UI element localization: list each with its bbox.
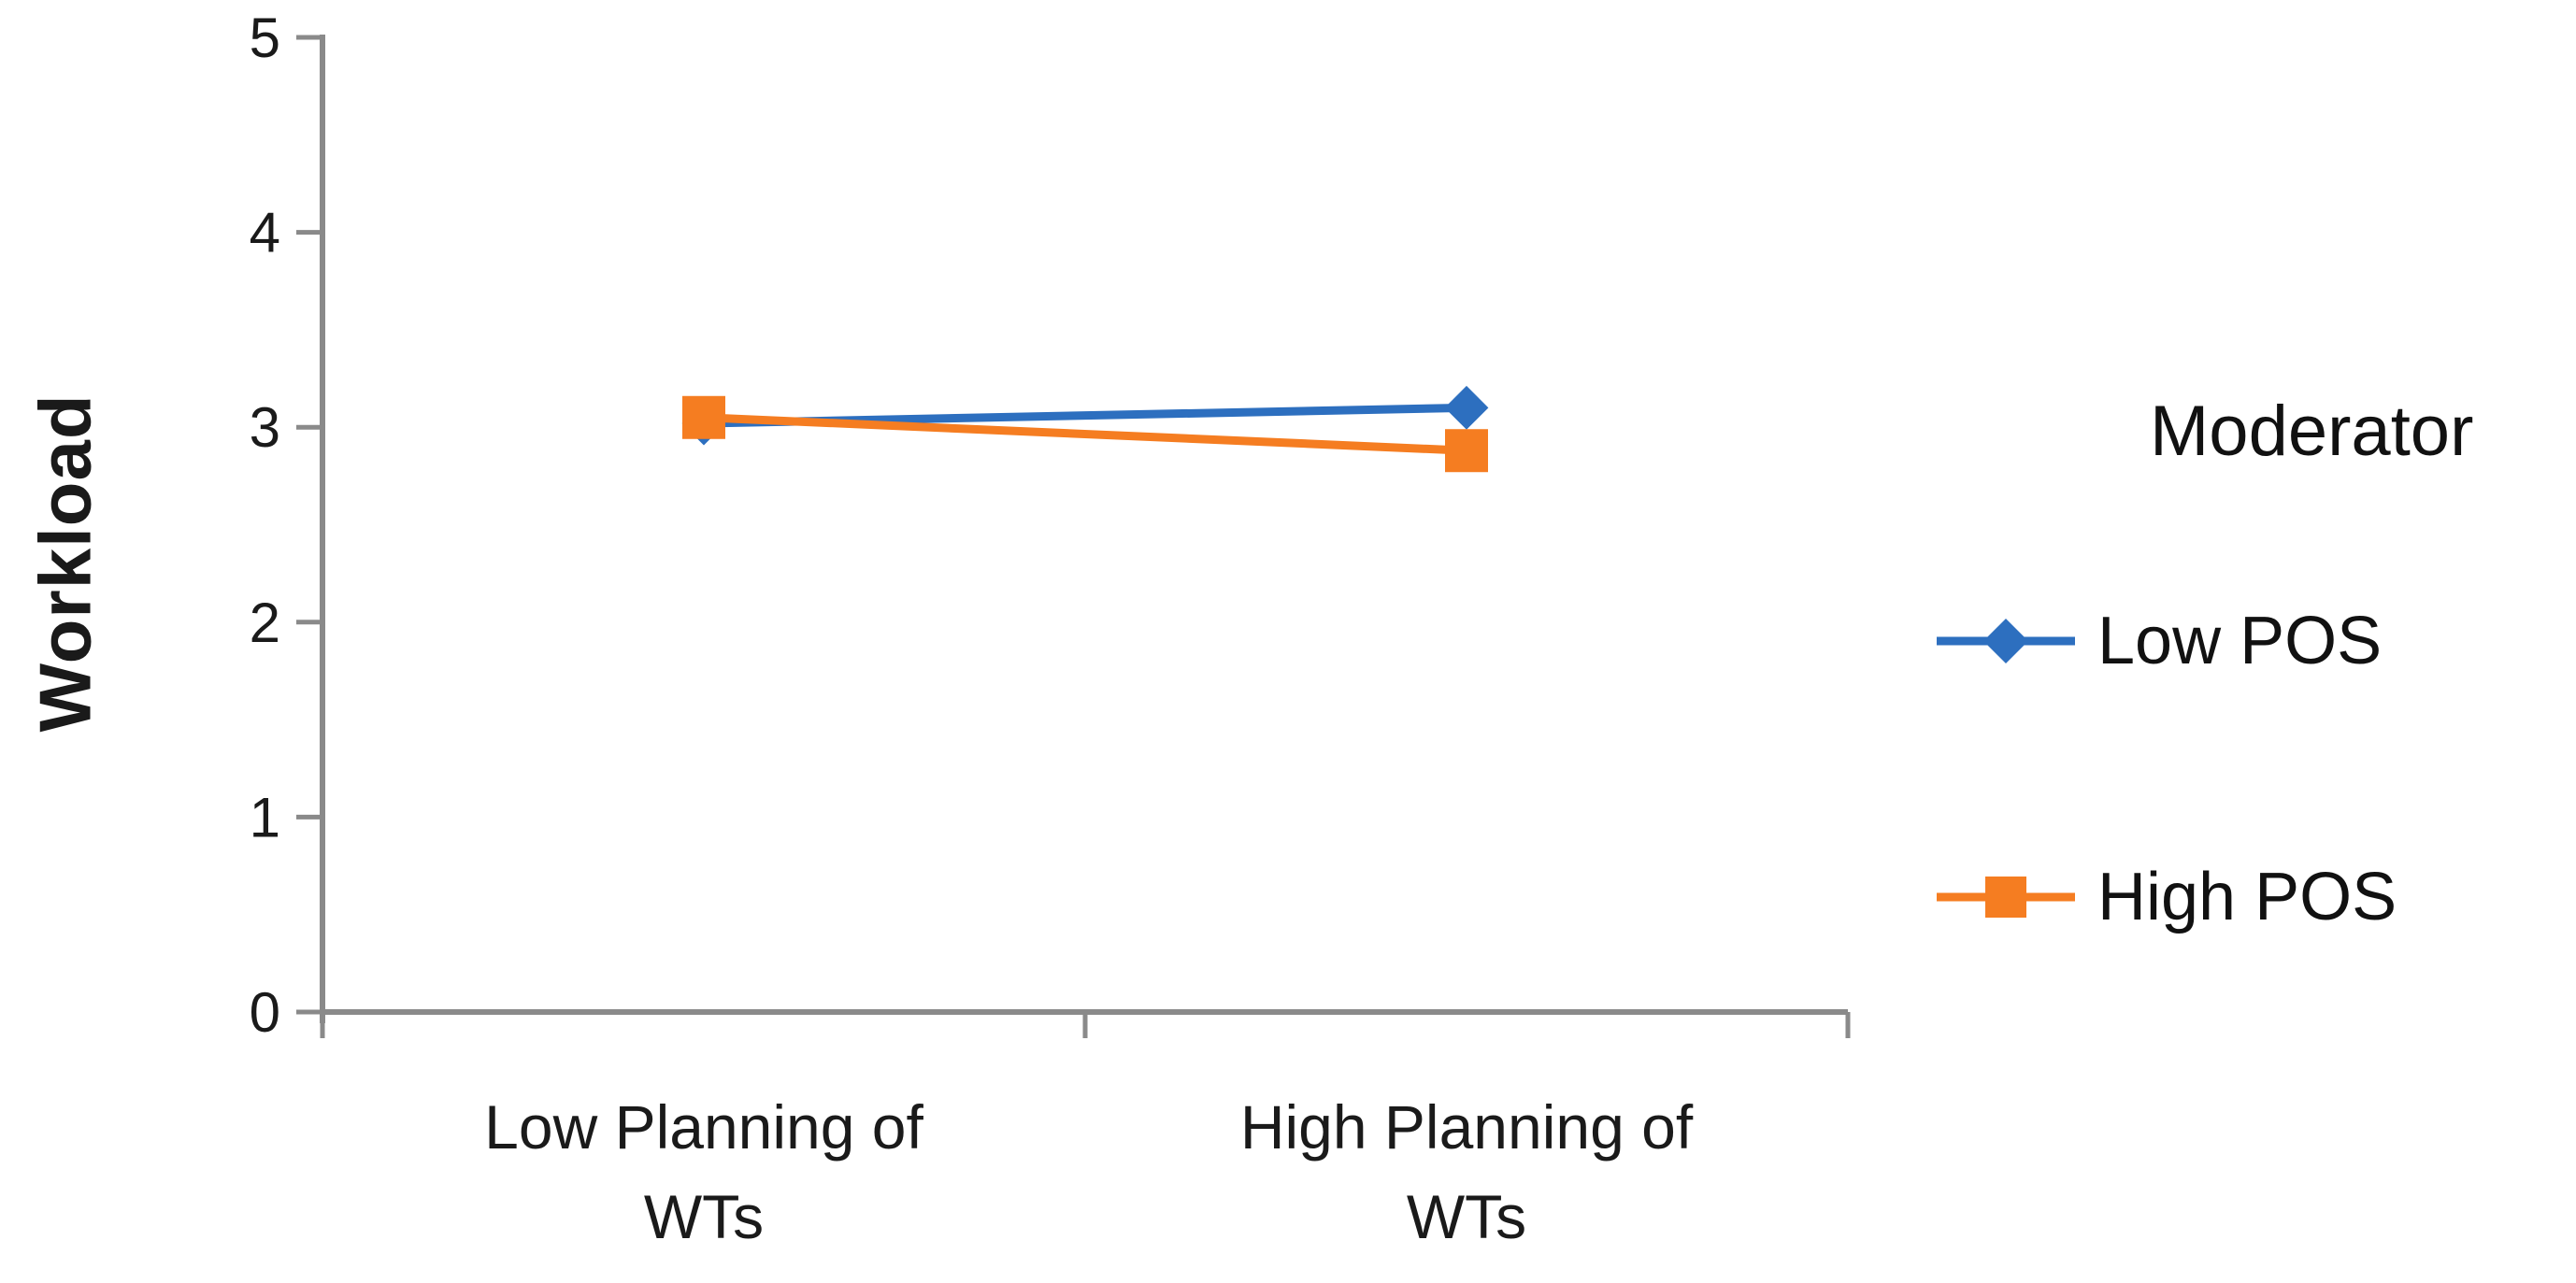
legend-item-high-pos: High POS — [1933, 852, 2397, 942]
x-category-label: Low Planning of WTs — [484, 1092, 923, 1251]
series-line — [703, 413, 1467, 455]
legend: Moderator Low POS High POS — [1925, 0, 2576, 1283]
diamond-marker — [1444, 385, 1489, 430]
legend-item-low-pos: Low POS — [1933, 596, 2382, 686]
legend-label: Low POS — [2097, 604, 2383, 678]
series-high-pos — [682, 395, 1488, 473]
y-tick-label: 3 — [250, 396, 280, 459]
y-tick-label: 2 — [250, 592, 280, 654]
y-tick-label: 0 — [250, 981, 280, 1044]
y-axis-title: Workload — [23, 393, 107, 733]
legend-title: Moderator — [2150, 392, 2474, 471]
x-category-label: High Planning of WTs — [1240, 1092, 1694, 1251]
high-pos-line-square-icon — [1937, 877, 2075, 918]
y-tick-label: 5 — [250, 7, 280, 69]
square-marker — [1445, 429, 1488, 473]
y-tick-label: 1 — [250, 786, 280, 848]
y-tick-label: 4 — [250, 202, 280, 264]
low-pos-line-diamond-icon — [1937, 618, 2075, 664]
square-marker — [682, 395, 725, 439]
legend-label: High POS — [2097, 860, 2397, 934]
